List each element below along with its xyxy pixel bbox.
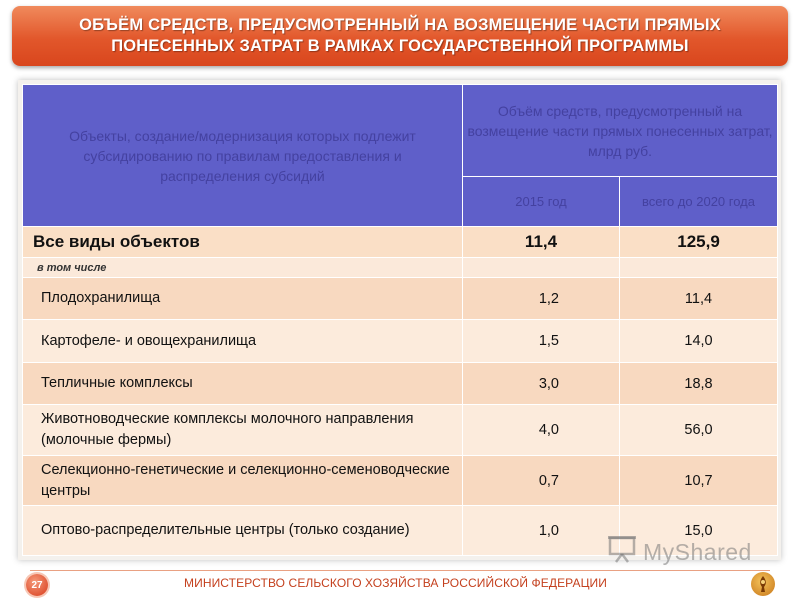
row-value-2020: 18,8 xyxy=(618,362,779,405)
slide-title: ОБЪЁМ СРЕДСТВ, ПРЕДУСМОТРЕННЫЙ НА ВОЗМЕЩ… xyxy=(50,15,750,57)
row-name: Картофеле- и овощехранилища xyxy=(22,319,463,363)
header-objects: Объекты, создание/модернизация которых п… xyxy=(22,84,463,227)
table-row-total: Все виды объектов 11,4 125,9 xyxy=(22,226,779,258)
row-name: Оптово-распределительные центры (только … xyxy=(22,505,463,556)
subsidy-table: Объекты, создание/модернизация которых п… xyxy=(22,84,779,556)
table-row: Тепличные комплексы 3,0 18,8 xyxy=(22,362,779,405)
header-col-2020: всего до 2020 года xyxy=(618,176,779,227)
row-value-2020: 15,0 xyxy=(618,505,779,556)
row-value-2015: 3,0 xyxy=(462,362,620,405)
header-objects-label: Объекты, создание/модернизация которых п… xyxy=(69,127,416,184)
total-name: Все виды объектов xyxy=(22,226,463,258)
table-row: Животноводческие комплексы молочного нап… xyxy=(22,404,779,456)
subheader-empty-2015 xyxy=(462,257,620,278)
total-value-2020: 125,9 xyxy=(618,226,779,258)
row-name: Тепличные комплексы xyxy=(22,362,463,405)
row-name: Плодохранилища xyxy=(22,277,463,320)
watermark: MyShared xyxy=(607,535,752,569)
row-value-2020: 11,4 xyxy=(618,277,779,320)
page-number-badge: 27 xyxy=(26,574,48,596)
ministry-emblem-icon xyxy=(751,572,775,596)
table-row: Картофеле- и овощехранилища 1,5 14,0 xyxy=(22,319,779,363)
header-volume-label: Объём средств, предусмотренный на возмещ… xyxy=(467,102,773,159)
total-value-2015: 11,4 xyxy=(462,226,620,258)
subheader-empty-2020 xyxy=(618,257,779,278)
row-value-2015: 4,0 xyxy=(462,404,620,456)
table-row: Оптово-распределительные центры (только … xyxy=(22,505,779,556)
row-value-2020: 10,7 xyxy=(618,455,779,506)
subheader-label: в том числе xyxy=(22,257,463,278)
row-value-2015: 1,0 xyxy=(462,505,620,556)
table-row: Селекционно-генетические и селекционно-с… xyxy=(22,455,779,506)
header-col-2020-label: всего до 2020 года xyxy=(642,194,755,209)
watermark-text: MyShared xyxy=(643,538,752,565)
header-col-2015: 2015 год xyxy=(462,176,620,227)
footer-ministry-name: МИНИСТЕРСТВО СЕЛЬСКОГО ХОЗЯЙСТВА РОССИЙС… xyxy=(184,576,608,590)
slide-title-line-2: ПОНЕСЕННЫХ ЗАТРАТ В РАМКАХ ГОСУДАРСТВЕНН… xyxy=(111,37,689,55)
presentation-screen-icon xyxy=(607,535,637,569)
header-col-2015-label: 2015 год xyxy=(515,194,567,209)
page-number: 27 xyxy=(31,579,43,591)
slide-title-banner: ОБЪЁМ СРЕДСТВ, ПРЕДУСМОТРЕННЫЙ НА ВОЗМЕЩ… xyxy=(12,6,788,66)
row-value-2015: 0,7 xyxy=(462,455,620,506)
footer-divider xyxy=(30,570,770,571)
row-value-2015: 1,5 xyxy=(462,319,620,363)
subsidy-table-container: Объекты, создание/модернизация которых п… xyxy=(18,80,781,560)
table-row-subheader: в том числе xyxy=(22,257,779,278)
header-volume: Объём средств, предусмотренный на возмещ… xyxy=(461,84,779,177)
row-value-2020: 14,0 xyxy=(618,319,779,363)
row-value-2020: 56,0 xyxy=(618,404,779,456)
slide-title-line-1: ОБЪЁМ СРЕДСТВ, ПРЕДУСМОТРЕННЫЙ НА ВОЗМЕЩ… xyxy=(79,16,721,34)
table-row: Плодохранилища 1,2 11,4 xyxy=(22,277,779,320)
row-name: Селекционно-генетические и селекционно-с… xyxy=(22,455,463,506)
row-value-2015: 1,2 xyxy=(462,277,620,320)
row-name: Животноводческие комплексы молочного нап… xyxy=(22,404,463,456)
